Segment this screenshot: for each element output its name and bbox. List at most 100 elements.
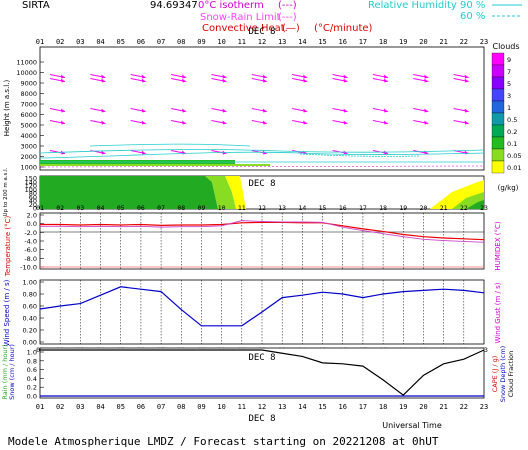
wind-arrow-head	[222, 78, 227, 83]
hour-tick-label: 10	[217, 38, 225, 46]
wind-arrow-head	[464, 74, 469, 79]
hour-tick-label: 17	[359, 403, 367, 411]
forecast-caption: Modele Atmospherique LMDZ / Forecast sta…	[8, 435, 439, 448]
colorbar-tick: 9	[507, 56, 511, 64]
ytick-label: 0.4	[27, 375, 37, 383]
ytick-label: 140	[25, 178, 37, 186]
wind-arrow-head	[383, 108, 388, 113]
ytick-label: -4.0	[24, 238, 37, 246]
wind-arrow-head	[101, 150, 106, 155]
temperature-ylabel: Temperature (°C)	[4, 216, 12, 278]
colorbar-cell	[491, 88, 505, 102]
ytick-label: 0	[33, 205, 37, 213]
wind-arrow-head	[182, 78, 187, 83]
fog-fill-mid	[205, 176, 236, 209]
hour-tick-label: 13	[278, 204, 286, 212]
height-ylabel: Height (m a.s.l.)	[3, 80, 11, 137]
wind-arrow-head	[424, 120, 429, 125]
hour-tick-label: 21	[439, 38, 447, 46]
wind-arrow-head	[101, 108, 106, 113]
series-line	[40, 349, 485, 396]
hour-tick-label: 14	[298, 38, 306, 46]
ytick-label: 0.0	[27, 220, 37, 228]
wind-arrow-head	[182, 108, 187, 113]
hour-tick-label: 19	[399, 403, 407, 411]
wind-arrow-head	[141, 78, 146, 83]
legend-snow-rain: Snow-Rain Limit	[200, 12, 281, 23]
hour-tick-label: 10	[217, 403, 225, 411]
wind-arrow-head	[141, 120, 146, 125]
series-line	[40, 221, 485, 241]
wind-arrow-head	[303, 120, 308, 125]
colorbar-cell	[491, 100, 505, 114]
ytick-label: 2000	[20, 153, 37, 161]
fog-fill-thin	[225, 176, 246, 209]
height-panel-frame	[39, 46, 485, 171]
hour-tick-label: 08	[177, 38, 185, 46]
wind-arrow-head	[424, 108, 429, 113]
ytick-label: 0.80	[23, 291, 37, 299]
hour-tick-label: 06	[137, 204, 145, 212]
hour-tick-label: 05	[117, 38, 125, 46]
cloud-colorbar: Clouds 9 7 5 3 1 0.5 0.2 0.1 0.05 0.01 (g/kg)	[491, 42, 521, 192]
wind-arrow-head	[222, 108, 227, 113]
hour-tick-label: 06	[137, 38, 145, 46]
hour-tick-label: 09	[198, 204, 206, 212]
colorbar-cell	[491, 124, 505, 138]
wind-arrow-head	[101, 120, 106, 125]
hour-tick-label: 19	[399, 204, 407, 212]
universal-time-label: Universal Time	[382, 421, 442, 430]
humidity-contour-b	[39, 151, 485, 159]
hour-tick-label: 18	[379, 204, 387, 212]
cloud-fraction-ylabel: Cloud Fraction	[507, 351, 515, 398]
hour-tick-label: 16	[339, 204, 347, 212]
wind-arrow-head	[61, 78, 65, 83]
hour-tick-label: 07	[157, 204, 165, 212]
ytick-label: 0.8	[27, 357, 37, 365]
hour-tick-label: 12	[258, 204, 266, 212]
hour-tick-label: 15	[318, 403, 326, 411]
hour-tick-label: 04	[96, 403, 104, 411]
wind-arrow-head	[343, 108, 348, 113]
hour-tick-label: 02	[56, 204, 64, 212]
hour-tick-label: 16	[339, 403, 347, 411]
hour-tick-label: 15	[319, 204, 327, 212]
hour-tick-label: 12	[258, 38, 266, 46]
wind-yticks: 1.00 0.80 0.60 0.40 0.20 0.00	[23, 279, 44, 347]
wind-arrow-head	[383, 150, 388, 155]
wind-speed-ylabel: Wind Speed (m / s)	[3, 279, 11, 346]
series-line	[40, 220, 485, 243]
wind-arrow-head	[343, 78, 348, 83]
hour-tick-label: 02	[56, 38, 64, 46]
legend-convective: Convective Heat.	[202, 23, 288, 34]
hour-tick-label: 05	[117, 403, 125, 411]
wind-arrow-head	[222, 74, 227, 79]
wind-arrow-head	[383, 120, 388, 125]
colorbar-tick: 3	[507, 92, 511, 100]
colorbar-title: Clouds	[492, 42, 519, 51]
cloud-band-low-edge	[40, 164, 270, 166]
temperature-panel: Temperature (°C) HUMIDEX (°C) 2.00.0-2.0…	[4, 212, 502, 278]
hour-tick-label: 04	[97, 204, 105, 212]
colorbar-tick: 1	[507, 104, 511, 112]
wind-arrow-head	[303, 78, 308, 83]
hour-tick-label: 22	[460, 204, 468, 212]
rain-panel: Rain (mm / hour) Snow (cm / hour) CAPE (…	[1, 344, 515, 402]
colorbar-tick: 0.5	[507, 116, 517, 124]
hour-tick-label: 11	[238, 403, 246, 411]
wind-arrow-head	[383, 74, 388, 79]
ytick-label: 2.0	[27, 212, 37, 220]
colorbar-cell	[491, 148, 505, 162]
ytick-label: 7000	[20, 101, 37, 109]
ytick-label: 60	[29, 193, 37, 201]
hour-tick-label: 22	[460, 403, 468, 411]
hour-tick-label: 16	[339, 38, 347, 46]
wind-arrow-head	[141, 108, 146, 113]
ytick-label: 0.60	[23, 303, 37, 311]
wind-arrow-head	[303, 108, 308, 113]
wind-gust-ylabel: Wind Gust (m / s)	[494, 282, 502, 343]
ytick-label: 9000	[20, 80, 37, 88]
ytick-label: -10.0	[20, 264, 37, 272]
wind-arrow-head	[182, 120, 187, 125]
legend-convective-style: (—)	[282, 23, 300, 34]
